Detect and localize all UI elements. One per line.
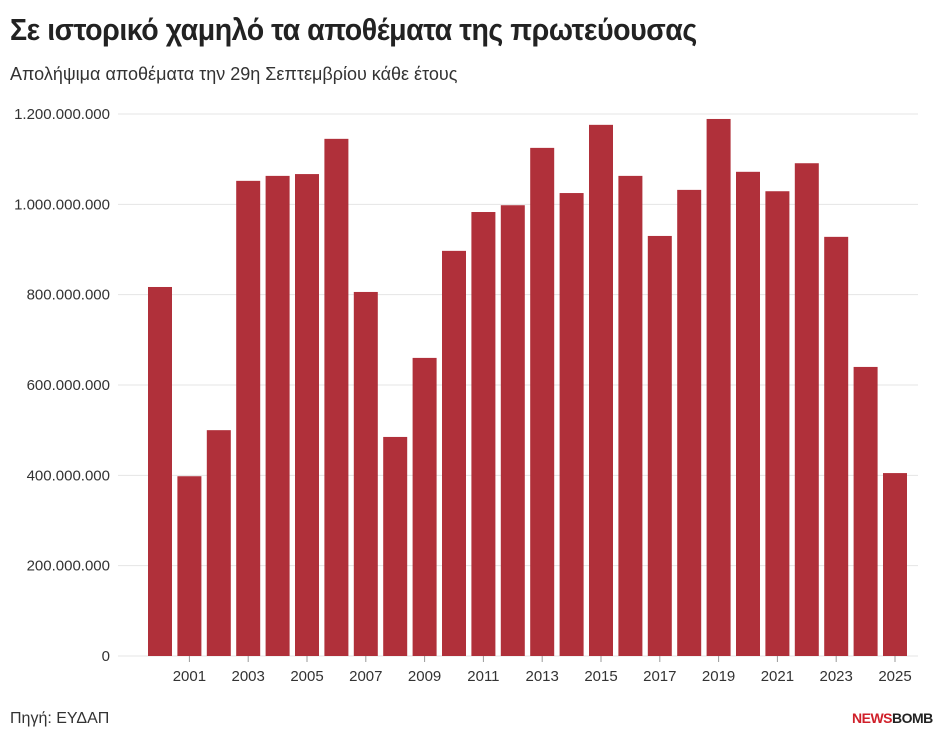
x-tick-label: 2011 (467, 668, 499, 685)
y-tick-label: 1.200.000.000 (14, 106, 110, 123)
x-tick-label: 2015 (584, 668, 617, 685)
chart-subtitle: Απολήψιμα αποθέματα την 29η Σεπτεμβρίου … (10, 64, 458, 84)
bar-2012 (500, 205, 525, 656)
bar-2005 (295, 174, 319, 657)
bar-2003 (236, 180, 261, 656)
x-tick-label: 2017 (643, 668, 676, 685)
bar-2009 (412, 357, 437, 656)
bar-2021 (765, 191, 790, 657)
bar-2011 (471, 212, 496, 657)
x-tick-label: 2009 (408, 668, 441, 685)
x-tick-label: 2007 (349, 668, 382, 685)
bar-2006 (324, 138, 349, 656)
bar-2014 (559, 193, 584, 656)
bar-2019 (706, 118, 731, 657)
x-tick-label: 2005 (290, 668, 323, 685)
x-tick-label: 2019 (702, 668, 735, 685)
source-note: Πηγή: ΕΥΔΑΠ (10, 710, 110, 727)
x-tick-label: 2023 (820, 668, 853, 685)
bar-2008 (383, 436, 408, 656)
bar-2004 (265, 175, 290, 656)
bar-2013 (530, 147, 555, 656)
bar-2025 (883, 473, 907, 656)
x-tick-label: 2021 (761, 668, 794, 685)
bar-2022 (794, 163, 819, 656)
bar-2000 (148, 286, 172, 656)
bar-2018 (677, 189, 702, 656)
chart-title: Σε ιστορικό χαμηλό τα αποθέματα της πρωτ… (10, 12, 697, 47)
bar-2024 (853, 366, 878, 656)
x-tick-label: 2003 (232, 668, 265, 685)
newsbomb-logo: NEWSBOMB (852, 710, 933, 726)
bar-2001 (177, 476, 202, 656)
x-tick-label: 2025 (878, 668, 911, 685)
x-tick-label: 2013 (526, 668, 559, 685)
y-tick-label: 0 (102, 648, 110, 665)
bar-2002 (206, 430, 231, 656)
bar-2015 (589, 124, 613, 657)
y-tick-label: 400.000.000 (27, 467, 110, 484)
bar-2017 (647, 235, 672, 656)
x-tick-label: 2001 (173, 668, 206, 685)
y-tick-label: 600.000.000 (27, 377, 110, 394)
bar-2023 (824, 236, 849, 656)
bar-2020 (736, 171, 760, 656)
y-tick-label: 1.000.000.000 (14, 196, 110, 213)
bar-2016 (618, 175, 643, 656)
logo-part1: NEWS (852, 710, 893, 726)
y-tick-label: 800.000.000 (27, 287, 110, 304)
y-tick-label: 200.000.000 (27, 558, 110, 575)
bar-2007 (353, 291, 378, 656)
bar-2010 (442, 250, 466, 657)
logo-part2: BOMB (892, 710, 933, 726)
